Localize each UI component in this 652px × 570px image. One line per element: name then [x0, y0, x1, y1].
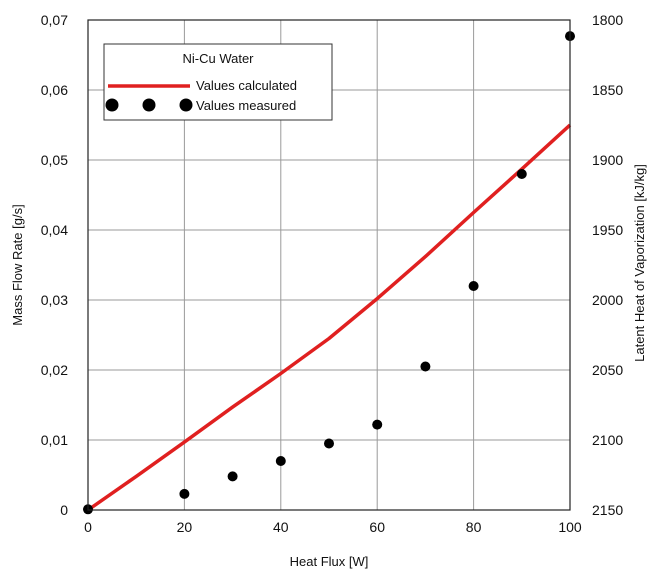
x-tick-label: 100 — [558, 519, 582, 535]
y2-tick-label: 1900 — [592, 152, 623, 168]
series-line-calculated — [86, 123, 572, 512]
y-tick-label: 0,03 — [41, 292, 68, 308]
y2-axis-label: Latent Heat of Vaporization [kJ/kg] — [632, 164, 647, 362]
data-point-measured — [179, 488, 190, 499]
plot-frame — [87, 19, 571, 511]
data-point-measured — [468, 281, 479, 291]
y2-tick-label: 1800 — [592, 12, 623, 28]
y-tick-label: 0,04 — [41, 222, 68, 238]
y2-tick-label: 2150 — [592, 502, 623, 518]
data-point-measured — [227, 471, 238, 482]
tick-labels: 0 20 40 60 80 100 0 0,01 0,02 0,03 0,04 0,05 0,06 0,0… — [41, 12, 624, 535]
data-point-measured — [275, 456, 286, 466]
y2-tick-label: 1850 — [592, 82, 623, 98]
legend-box — [103, 43, 333, 121]
data-point-measured — [324, 438, 334, 449]
data-point-measured — [372, 419, 383, 430]
y-tick-label: 0,06 — [41, 82, 68, 98]
legend-marker-3 — [179, 98, 193, 112]
y-tick-label: 0 — [60, 502, 68, 518]
data-point-measured — [516, 169, 527, 179]
x-tick-label: 40 — [273, 519, 289, 535]
x-axis-label: Heat Flux [W] — [290, 554, 369, 569]
data-point-measured — [420, 361, 431, 372]
y-axis-label: Mass Flow Rate [g/s] — [10, 204, 25, 325]
y2-tick-label: 2000 — [592, 292, 623, 308]
y-tick-label: 0,05 — [41, 152, 68, 168]
legend: Ni-Cu Water Values calculated Values mea… — [103, 43, 333, 121]
legend-marker-2 — [142, 98, 156, 112]
x-tick-label: 0 — [84, 519, 92, 535]
legend-entry-calculated: Values calculated — [196, 78, 297, 93]
legend-title: Ni-Cu Water — [182, 51, 254, 66]
x-tick-label: 20 — [177, 519, 193, 535]
y-tick-label: 0,02 — [41, 362, 68, 378]
y2-tick-label: 1950 — [592, 222, 623, 238]
y2-tick-label: 2050 — [592, 362, 623, 378]
legend-marker-1 — [105, 98, 119, 112]
x-tick-label: 60 — [369, 519, 385, 535]
y-tick-label: 0,07 — [41, 12, 68, 28]
legend-entry-measured: Values measured — [196, 98, 296, 113]
y2-tick-label: 2100 — [592, 432, 623, 448]
y-tick-label: 0,01 — [41, 432, 68, 448]
x-tick-label: 80 — [466, 519, 482, 535]
